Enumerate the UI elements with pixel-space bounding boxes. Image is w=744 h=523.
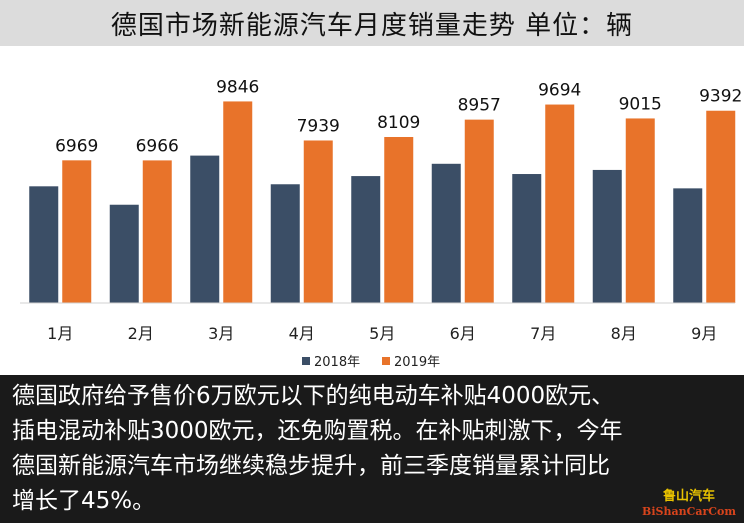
bar-2018 — [29, 186, 59, 303]
x-tick-label: 9月 — [691, 324, 717, 343]
bar-2019 — [625, 118, 655, 304]
watermark-text: 鲁山汽车 — [663, 489, 716, 504]
legend-label: 2019年 — [394, 355, 440, 370]
bar-2019 — [706, 110, 736, 303]
caption-line: 德国政府给予售价6万欧元以下的纯电动车补贴4000欧元、 — [12, 383, 615, 409]
bar-2019 — [384, 136, 414, 303]
bar-2018 — [431, 163, 461, 303]
x-tick-label: 1月 — [47, 324, 73, 343]
x-tick-labels: 1月 2月 3月 4月 5月 6月 7月 8月 9月 — [47, 324, 717, 343]
x-tick-label: 7月 — [530, 324, 556, 343]
bar-2018 — [109, 204, 139, 303]
legend-swatch — [382, 357, 390, 365]
bar-2019 — [142, 160, 172, 303]
data-label: 9846 — [216, 77, 259, 97]
caption-box: 德国政府给予售价6万欧元以下的纯电动车补贴4000欧元、 插电混动补贴3000欧… — [0, 375, 744, 523]
x-tick-label: 8月 — [611, 324, 637, 343]
x-tick-label: 2月 — [128, 324, 154, 343]
bar-2019 — [303, 140, 333, 303]
x-tick-label: 6月 — [450, 324, 476, 343]
legend: 2018年 2019年 — [302, 355, 440, 370]
data-label: 7939 — [297, 116, 340, 136]
legend-label: 2018年 — [314, 355, 360, 370]
bar-2018 — [512, 174, 542, 303]
caption-line: 德国新能源汽车市场继续稳步提升，前三季度销量累计同比 — [12, 453, 610, 479]
bar-2018 — [673, 188, 703, 303]
bar-2018 — [190, 155, 220, 303]
data-label: 9694 — [538, 81, 581, 101]
bars-group — [29, 101, 736, 304]
bar-chart: 1月 2月 3月 4月 5月 6月 7月 8月 9月 6969 6966 9846 7939 8109 8… — [20, 77, 742, 370]
watermark-subtext: BiShanCarCom — [642, 505, 736, 518]
bar-2019 — [545, 104, 575, 303]
data-label: 6966 — [136, 136, 179, 156]
bar-2019 — [223, 101, 253, 303]
x-tick-label: 3月 — [208, 324, 234, 343]
bar-2018 — [270, 184, 300, 303]
caption-line: 插电混动补贴3000欧元，还免购置税。在补贴刺激下，今年 — [12, 418, 623, 444]
chart-title: 德国市场新能源汽车月度销量走势 单位：辆 — [0, 0, 744, 46]
legend-swatch — [302, 357, 310, 365]
watermark-logo: 鲁山汽车 BiShanCarCom — [642, 489, 736, 519]
data-label: 9015 — [619, 94, 662, 114]
x-tick-label: 5月 — [369, 324, 395, 343]
data-label: 8957 — [458, 96, 501, 116]
data-label: 6969 — [55, 136, 98, 156]
bar-2019 — [62, 160, 92, 303]
data-label: 8109 — [377, 113, 420, 133]
x-tick-label: 4月 — [289, 324, 315, 343]
data-label: 9392 — [699, 87, 742, 107]
caption-line: 增长了45%。 — [12, 488, 156, 514]
bar-2018 — [351, 176, 381, 303]
data-labels: 6969 6966 9846 7939 8109 8957 9694 9015 9392 — [55, 77, 742, 156]
bar-2018 — [592, 169, 622, 303]
bar-2019 — [464, 119, 494, 303]
